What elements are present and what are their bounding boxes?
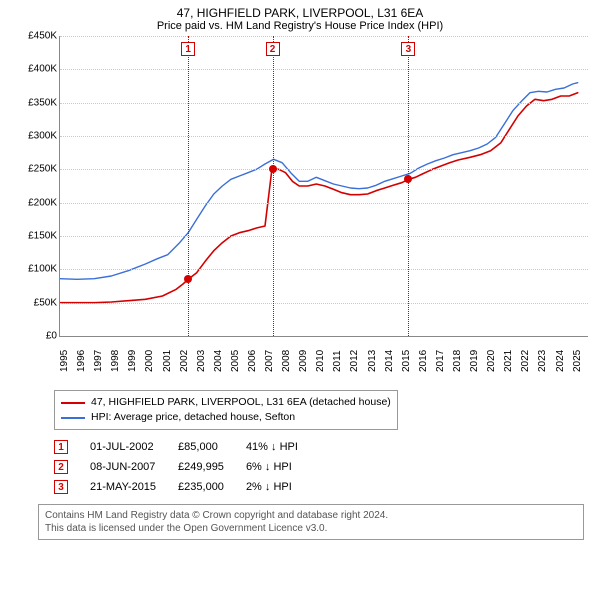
sale-date: 01-JUL-2002 <box>84 438 170 456</box>
sale-diff: 6% ↓ HPI <box>240 458 312 476</box>
chart-container: 47, HIGHFIELD PARK, LIVERPOOL, L31 6EA P… <box>0 0 600 590</box>
legend-label: 47, HIGHFIELD PARK, LIVERPOOL, L31 6EA (… <box>91 395 391 410</box>
legend-row: HPI: Average price, detached house, Seft… <box>61 410 391 425</box>
y-tick-label: £250K <box>13 164 57 175</box>
sales-table: 1 01-JUL-2002£85,00041% ↓ HPI 2 08-JUN-2007… <box>46 436 314 498</box>
table-row: 2 08-JUN-2007£249,9956% ↓ HPI <box>48 458 312 476</box>
sale-point-dot <box>184 275 192 283</box>
x-tick-label: 2005 <box>230 350 241 372</box>
x-tick-label: 2002 <box>179 350 190 372</box>
sale-marker-badge: 2 <box>266 42 280 56</box>
x-tick-label: 2022 <box>520 350 531 372</box>
legend-box: 47, HIGHFIELD PARK, LIVERPOOL, L31 6EA (… <box>54 390 398 430</box>
x-tick-label: 1996 <box>76 350 87 372</box>
x-tick-label: 2012 <box>349 350 360 372</box>
sale-diff: 41% ↓ HPI <box>240 438 312 456</box>
x-tick-label: 2020 <box>486 350 497 372</box>
legend-swatch <box>61 402 85 404</box>
x-tick-label: 2024 <box>555 350 566 372</box>
x-tick-label: 2008 <box>281 350 292 372</box>
x-tick-label: 1997 <box>93 350 104 372</box>
y-tick-label: £0 <box>13 331 57 342</box>
page-subtitle: Price paid vs. HM Land Registry's House … <box>8 20 592 32</box>
sale-marker-line <box>408 36 409 336</box>
y-tick-label: £450K <box>13 31 57 42</box>
x-tick-label: 2021 <box>503 350 514 372</box>
y-tick-label: £150K <box>13 231 57 242</box>
x-tick-label: 2013 <box>367 350 378 372</box>
grid-line <box>60 36 588 37</box>
grid-line <box>60 169 588 170</box>
legend-label: HPI: Average price, detached house, Seft… <box>91 410 295 425</box>
x-tick-label: 2023 <box>537 350 548 372</box>
x-tick-label: 2015 <box>401 350 412 372</box>
x-tick-label: 2000 <box>144 350 155 372</box>
footer-line-2: This data is licensed under the Open Gov… <box>45 522 577 535</box>
x-tick-label: 2004 <box>213 350 224 372</box>
x-tick-label: 2019 <box>469 350 480 372</box>
legend-swatch <box>61 417 85 419</box>
footer-line-1: Contains HM Land Registry data © Crown c… <box>45 509 577 522</box>
grid-line <box>60 269 588 270</box>
x-tick-label: 2006 <box>247 350 258 372</box>
sale-marker-line <box>188 36 189 336</box>
grid-line <box>60 203 588 204</box>
legend-row: 47, HIGHFIELD PARK, LIVERPOOL, L31 6EA (… <box>61 395 391 410</box>
x-tick-label: 1995 <box>59 350 70 372</box>
plot-region: 1 2 3 <box>59 36 588 337</box>
series-property <box>60 93 578 303</box>
grid-line <box>60 136 588 137</box>
x-tick-label: 2017 <box>435 350 446 372</box>
y-tick-label: £300K <box>13 131 57 142</box>
y-tick-label: £400K <box>13 64 57 75</box>
x-tick-label: 2001 <box>162 350 173 372</box>
x-tick-label: 2018 <box>452 350 463 372</box>
x-tick-label: 2016 <box>418 350 429 372</box>
sale-point-dot <box>269 165 277 173</box>
page-title: 47, HIGHFIELD PARK, LIVERPOOL, L31 6EA <box>8 6 592 20</box>
table-row: 3 21-MAY-2015£235,0002% ↓ HPI <box>48 478 312 496</box>
grid-line <box>60 103 588 104</box>
y-tick-label: £100K <box>13 264 57 275</box>
sale-date: 21-MAY-2015 <box>84 478 170 496</box>
sale-row-badge: 3 <box>54 480 68 494</box>
grid-line <box>60 69 588 70</box>
sale-point-dot <box>404 175 412 183</box>
sale-row-badge: 1 <box>54 440 68 454</box>
sale-diff: 2% ↓ HPI <box>240 478 312 496</box>
sale-marker-line <box>273 36 274 336</box>
series-hpi <box>60 83 578 280</box>
x-tick-label: 2010 <box>315 350 326 372</box>
x-tick-label: 2007 <box>264 350 275 372</box>
x-tick-label: 1998 <box>110 350 121 372</box>
y-tick-label: £350K <box>13 97 57 108</box>
plot-svg <box>60 36 588 336</box>
x-tick-label: 2011 <box>332 350 343 372</box>
footer-box: Contains HM Land Registry data © Crown c… <box>38 504 584 540</box>
grid-line <box>60 236 588 237</box>
sale-price: £235,000 <box>172 478 238 496</box>
y-axis-labels: £0£50K£100K£150K£200K£250K£300K£350K£400… <box>13 36 59 336</box>
x-axis-labels: 1995 1996 1997 1998 1999 2000 2001 2002 2003 2004… <box>59 336 587 386</box>
x-tick-label: 1999 <box>127 350 138 372</box>
sale-row-badge: 2 <box>54 460 68 474</box>
sale-marker-badge: 1 <box>181 42 195 56</box>
sale-date: 08-JUN-2007 <box>84 458 170 476</box>
x-tick-label: 2003 <box>196 350 207 372</box>
sale-price: £85,000 <box>172 438 238 456</box>
y-tick-label: £200K <box>13 197 57 208</box>
x-tick-label: 2014 <box>384 350 395 372</box>
table-row: 1 01-JUL-2002£85,00041% ↓ HPI <box>48 438 312 456</box>
grid-line <box>60 303 588 304</box>
x-tick-label: 2009 <box>298 350 309 372</box>
sale-price: £249,995 <box>172 458 238 476</box>
sale-marker-badge: 3 <box>401 42 415 56</box>
x-tick-label: 2025 <box>572 350 583 372</box>
y-tick-label: £50K <box>13 297 57 308</box>
chart-area: £0 £50K £100K £150K £200K £250K £300K £350K £400… <box>13 36 587 386</box>
